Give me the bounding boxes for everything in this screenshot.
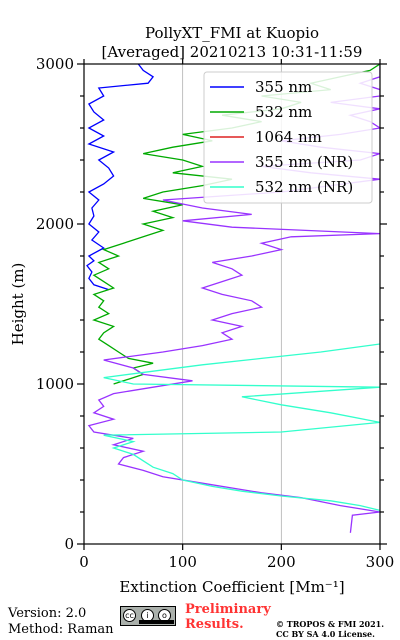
preliminary-line-2: Results.	[185, 617, 244, 632]
legend-label-4: 532 nm (NR)	[255, 178, 353, 196]
preliminary-results-note: Preliminary Results.	[185, 602, 271, 632]
x-axis-label: Extinction Coefficient [Mm⁻¹]	[119, 578, 344, 596]
plot-frame	[83, 63, 381, 545]
copyright-line-2: CC BY SA 4.0 License.	[276, 629, 375, 639]
legend-label-1: 532 nm	[255, 103, 312, 121]
x-tick-label-3: 300	[366, 553, 395, 571]
chart-title-line-2: [Averaged] 20210213 10:31-11:59	[102, 43, 363, 61]
series-line-4	[103, 343, 380, 512]
method-text: Method: Raman	[8, 622, 114, 637]
legend-label-3: 355 nm (NR)	[255, 153, 353, 171]
legend: 355 nm 532 nm 1064 nm 355 nm (NR) 532 nm (NR…	[203, 71, 373, 204]
legend-label-2: 1064 nm	[255, 128, 322, 146]
y-axis-label: Height (m)	[9, 263, 27, 346]
y-tick-label-3: 3000	[36, 55, 74, 73]
y-tick-label-2: 2000	[36, 215, 74, 233]
legend-label-0: 355 nm	[255, 78, 312, 96]
copyright-note: © TROPOS & FMI 2021. CC BY SA 4.0 Licens…	[276, 619, 384, 639]
series-line-0	[86, 64, 155, 291]
legend-frame	[203, 71, 373, 204]
chart-title-line-1: PollyXT_FMI at Kuopio	[145, 24, 319, 42]
x-tick-label-2: 200	[267, 553, 296, 571]
preliminary-line-1: Preliminary	[185, 602, 271, 617]
version-text: Version: 2.0	[8, 606, 87, 621]
copyright-line-1: © TROPOS & FMI 2021.	[276, 619, 385, 629]
x-tick-label-1: 100	[168, 553, 197, 571]
cc-icon: cc	[123, 609, 136, 622]
cc-strip	[139, 620, 174, 624]
y-tick-label-0: 0	[64, 535, 74, 553]
x-tick-label-0: 0	[79, 553, 89, 571]
cc-license-badge: cc i o	[120, 606, 176, 626]
y-tick-label-1: 1000	[36, 375, 74, 393]
